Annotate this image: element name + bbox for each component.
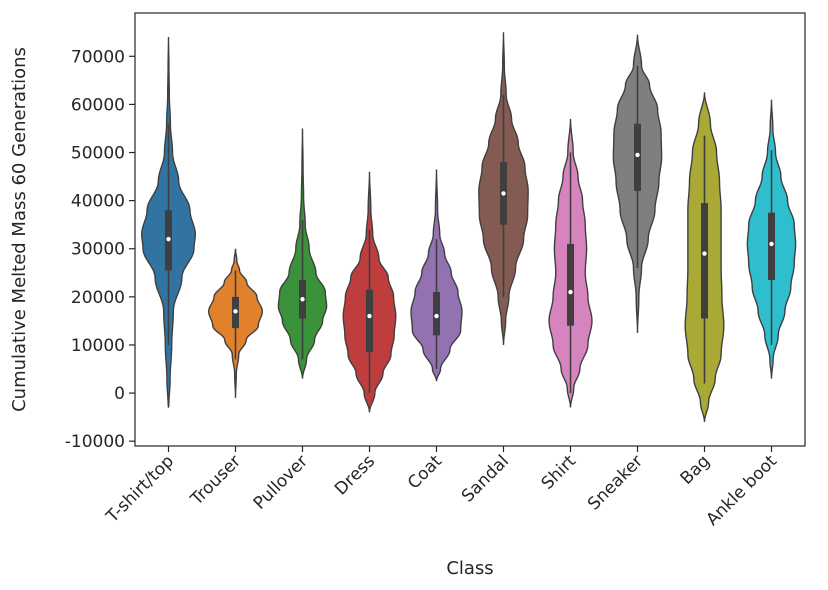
y-tick-label: 10000 [71,336,125,356]
x-tick-label: T-shirt/top [102,451,178,527]
violin-1 [208,248,263,398]
violin-median-marker [434,313,439,319]
violin-3 [342,171,397,413]
violin-median-marker [568,289,573,295]
y-tick-label: 50000 [71,144,125,164]
y-tick-label: 30000 [71,240,125,260]
violin-6 [548,118,593,408]
x-tick-label: Sneaker [584,451,647,514]
violin-iqr-box [768,212,775,281]
y-tick-label: 60000 [71,95,125,115]
x-tick-label: Shirt [538,451,581,494]
violin-median-marker [367,313,372,319]
x-tick-label: Trouser [186,451,245,510]
violin-iqr-box [366,289,373,353]
y-tick-label: -10000 [65,432,125,452]
violin-8 [684,92,725,422]
violin-median-marker [702,251,707,256]
plot-area-frame [134,12,806,447]
violin-median-marker [233,309,238,314]
violin-7 [612,34,663,333]
x-axis-label: Class [446,558,493,579]
y-tick-label: 40000 [71,192,125,212]
x-tick-label: Bag [677,451,714,488]
violin-9 [746,99,797,379]
violin-0 [140,37,197,408]
y-axis-label: Cumulative Melted Mass 60 Generations [9,47,30,412]
violin-2 [277,128,328,379]
x-tick-label: Ankle boot [702,451,781,530]
violin-iqr-box [634,123,641,192]
y-axis-ticks: -10000 0 10000 20000 30000 40000 50000 60000 700… [65,47,135,452]
violin-median-marker [300,297,305,302]
x-tick-label: Coat [404,451,446,493]
x-tick-label: Dress [331,451,379,499]
y-tick-label: 0 [114,384,125,404]
violin-4 [410,169,463,382]
violin-median-marker [769,241,774,247]
violin-median-marker [166,236,171,242]
x-tick-label: Pullover [250,451,312,513]
violin-median-marker [635,152,640,158]
y-tick-label: 70000 [71,47,125,67]
violin-5 [478,32,529,345]
violins-layer [140,32,797,422]
y-tick-label: 20000 [71,288,125,308]
violin-median-marker [501,191,506,196]
violin-iqr-box [433,292,440,336]
violin-iqr-box [701,203,708,319]
x-tick-label: Sandal [458,451,513,506]
x-axis-ticks: T-shirt/top Trouser Pullover Dress Coat Sanda… [102,446,781,530]
violin-iqr-box [567,243,574,326]
